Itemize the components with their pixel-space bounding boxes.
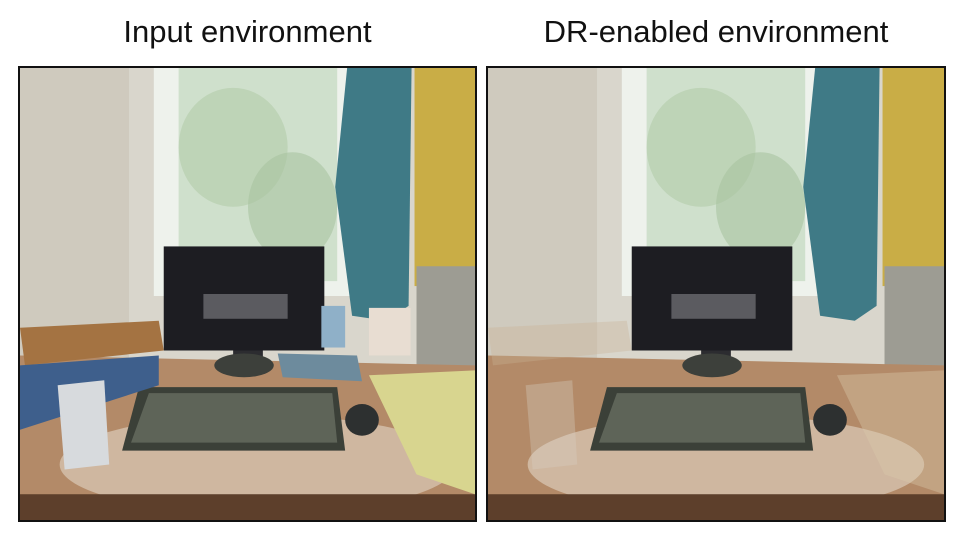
input-environment-image: [18, 66, 477, 522]
yellow-wall: [414, 68, 475, 287]
curtain: [335, 68, 412, 321]
dr-enabled-environment-image: [486, 66, 946, 522]
ghost-yellow-cloth: [836, 370, 944, 495]
calendar: [368, 307, 411, 356]
desk-edge: [488, 494, 944, 520]
ghost-phone-stand: [525, 380, 578, 470]
monitor-base: [214, 353, 274, 378]
mouse: [345, 404, 379, 436]
ghost-book-stack: [488, 320, 632, 366]
monitor-screen-box: [671, 294, 756, 319]
monitor-screen-box: [203, 294, 288, 319]
yellow-cloth: [368, 370, 475, 495]
book-on-desk: [277, 353, 362, 382]
caption-dr-enabled-environment: DR-enabled environment: [543, 14, 889, 49]
picture-frame: [321, 305, 346, 348]
caption-input-environment: Input environment: [123, 14, 372, 49]
left-wall-shadow: [488, 68, 598, 366]
foliage-2: [247, 152, 338, 262]
scene-dr-enabled: [488, 68, 944, 520]
yellow-wall: [882, 68, 944, 287]
keyboard-keys: [131, 393, 338, 443]
monitor-base: [682, 353, 742, 378]
phone-stand: [57, 380, 110, 470]
mouse: [813, 404, 847, 436]
desk-edge: [20, 494, 475, 520]
book-stack: [20, 320, 164, 366]
right-shelf: [416, 266, 475, 376]
right-shelf: [884, 266, 944, 376]
keyboard-keys: [599, 393, 806, 443]
curtain: [803, 68, 880, 321]
foliage-2: [716, 152, 806, 262]
scene-input: [20, 68, 475, 520]
left-wall-shadow: [20, 68, 130, 366]
